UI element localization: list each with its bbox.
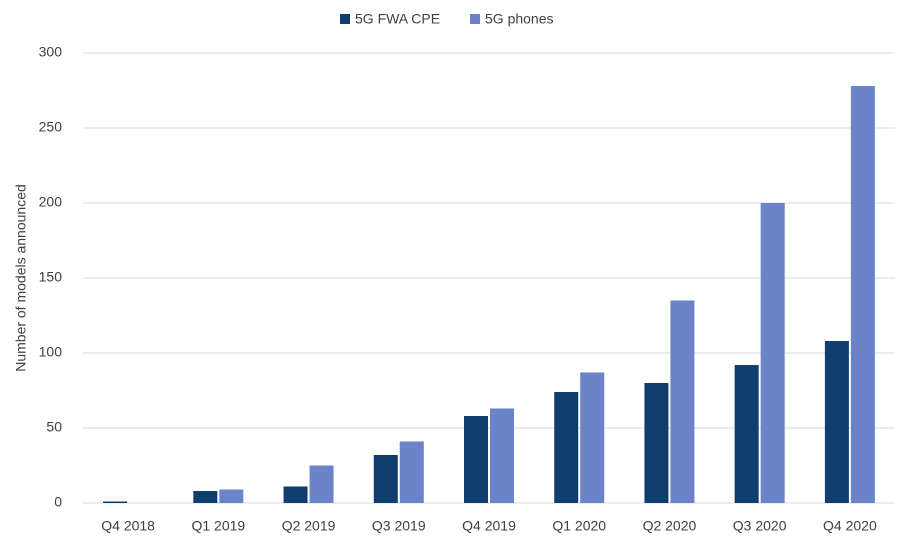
- bar: [219, 489, 244, 503]
- legend-swatch: [470, 14, 480, 24]
- y-tick-label: 150: [39, 269, 63, 285]
- bar: [283, 486, 308, 503]
- legend-label: 5G phones: [485, 11, 554, 27]
- x-tick-label: Q4 2019: [462, 518, 516, 534]
- y-tick-label: 250: [39, 119, 63, 135]
- bar: [490, 408, 514, 503]
- bar: [193, 491, 218, 503]
- y-tick-label: 200: [39, 194, 63, 210]
- bar: [399, 441, 424, 503]
- bar: [850, 86, 875, 503]
- bar: [670, 300, 695, 503]
- bar: [734, 365, 759, 503]
- x-tick-label: Q4 2020: [823, 518, 877, 534]
- bar: [760, 203, 785, 503]
- x-tick-label: Q4 2018: [101, 518, 155, 534]
- bar: [464, 416, 488, 503]
- bar: [580, 372, 605, 503]
- bar: [103, 501, 128, 503]
- y-tick-label: 300: [39, 44, 63, 60]
- bar: [309, 465, 334, 503]
- bar: [644, 383, 669, 503]
- x-tick-label: Q1 2019: [191, 518, 245, 534]
- y-tick-label: 0: [54, 494, 62, 510]
- x-tick-label: Q3 2020: [733, 518, 787, 534]
- y-tick-label: 100: [39, 344, 63, 360]
- x-tick-label: Q3 2019: [372, 518, 426, 534]
- y-tick-label: 50: [46, 419, 62, 435]
- y-axis-label: Number of models announced: [13, 184, 29, 372]
- bar: [373, 455, 398, 503]
- x-tick-label: Q2 2020: [643, 518, 697, 534]
- legend-label: 5G FWA CPE: [355, 11, 440, 27]
- x-tick-label: Q2 2019: [282, 518, 336, 534]
- bar: [824, 341, 849, 503]
- legend-swatch: [340, 14, 350, 24]
- bar: [554, 392, 579, 503]
- x-tick-label: Q1 2020: [552, 518, 606, 534]
